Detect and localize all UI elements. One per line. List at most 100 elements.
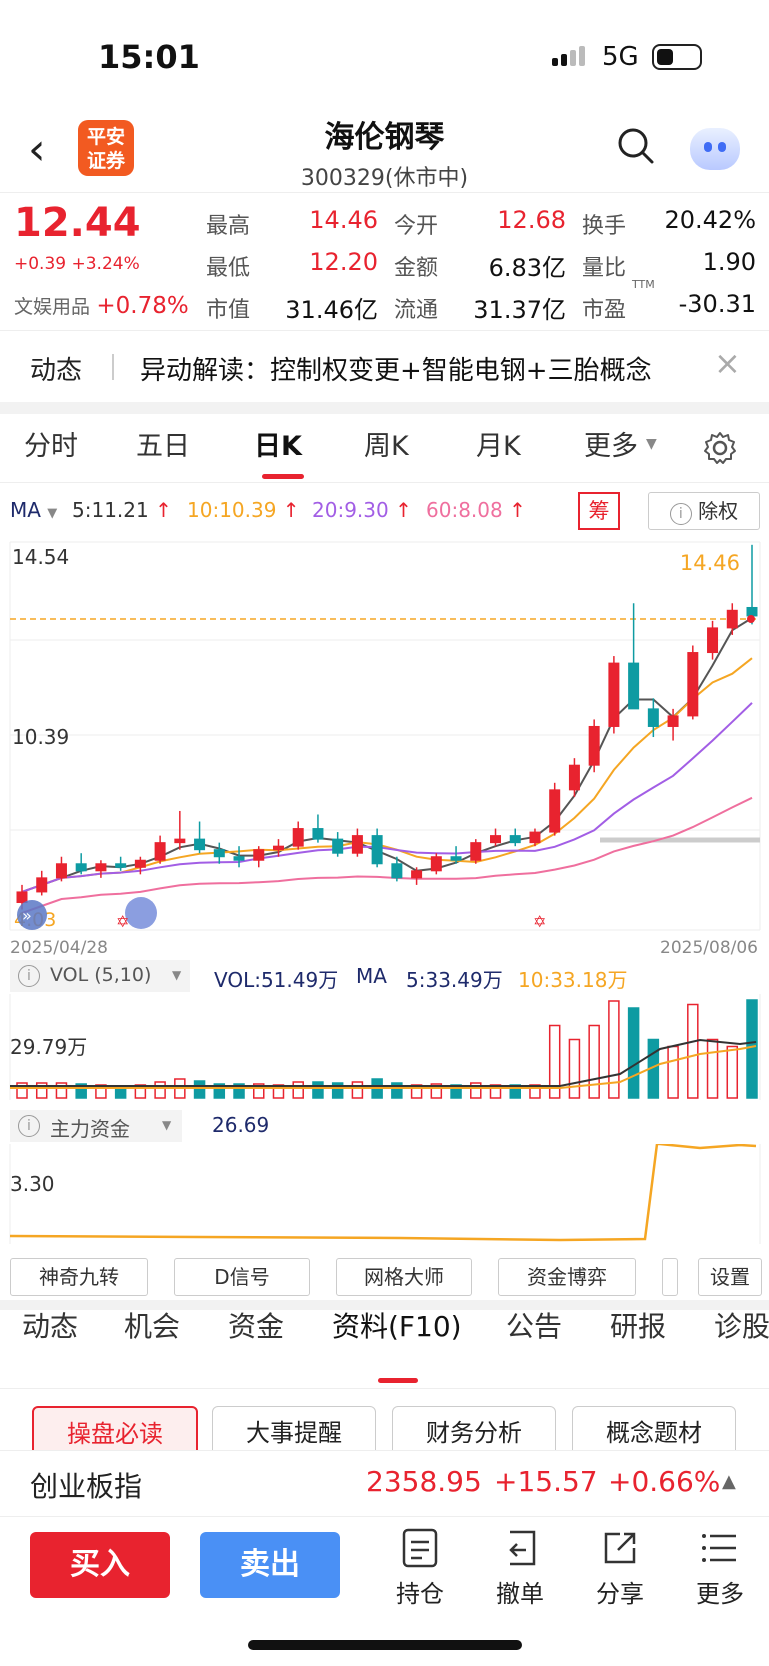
capital-value: 26.69 (212, 1113, 270, 1137)
candle-body (608, 662, 620, 727)
section-tab[interactable]: 研报 (610, 1310, 667, 1343)
close-icon[interactable]: × (714, 344, 741, 382)
sector-row[interactable]: 文娱用品 +0.78% (14, 292, 189, 319)
indicator-chip[interactable]: 设置 (698, 1258, 762, 1296)
candle-body (36, 877, 48, 893)
candle-body (134, 859, 146, 868)
volume-bar (292, 1081, 304, 1099)
capital-y-label: 3.30 (10, 1172, 55, 1196)
quote-value: 20.42% (664, 206, 756, 234)
buy-button[interactable]: 买入 (30, 1532, 170, 1598)
expand-up-icon[interactable]: ▲ (722, 1471, 736, 1492)
indicator-chip[interactable]: 网格大师 (336, 1258, 472, 1296)
cancel-order-button[interactable]: 撤单 (480, 1528, 560, 1609)
stock-name: 海伦钢琴 (324, 120, 445, 155)
section-tab[interactable]: 机会 (124, 1310, 181, 1343)
indicator-chip[interactable]: 资金博弈 (498, 1258, 636, 1296)
index-ticker[interactable]: 创业板指 2358.95 +15.57 +0.66% ▲ (0, 1450, 769, 1517)
ma-selector[interactable]: MA ▼ (10, 498, 57, 522)
ttm-label: TTM (632, 278, 655, 291)
ma10-value: 10:10.39 ↑ (187, 498, 300, 522)
volume-bar (667, 1045, 679, 1099)
news-bar[interactable]: 动态 异动解读：控制权变更+智能电钢+三胎概念 × (0, 330, 769, 402)
candle-body (490, 835, 502, 844)
ex-rights-button[interactable]: i 除权 (648, 492, 760, 530)
active-tab-underline (262, 474, 304, 479)
double-chevron-icon: » (22, 906, 32, 925)
hold-button[interactable]: 持仓 (380, 1528, 460, 1609)
vol-value: VOL:51.49万 (214, 968, 339, 992)
vol-selector[interactable]: i VOL (5,10) ▼ (10, 960, 190, 992)
candle-body (272, 845, 284, 851)
section-tab[interactable]: 动态 (22, 1310, 79, 1343)
period-tab[interactable]: 五日 (136, 431, 190, 462)
candle-body (55, 863, 67, 879)
candle-body (509, 835, 521, 844)
candle-body (391, 863, 403, 879)
vol-ma10: 10:33.18万 (518, 968, 628, 992)
home-indicator (248, 1640, 522, 1650)
ai-assistant-icon[interactable] (690, 128, 740, 170)
section-tab[interactable]: 诊股 (714, 1310, 769, 1343)
index-name: 创业板指 (30, 1470, 143, 1503)
volume-bar (568, 1038, 581, 1099)
ma60-value: 60:8.08 ↑ (426, 498, 526, 522)
ma-lines (21, 617, 753, 915)
status-time: 15:01 (98, 38, 200, 76)
section-tab[interactable]: 资料(F10) (332, 1310, 462, 1343)
indicator-chip-partial[interactable] (662, 1258, 678, 1296)
high-price-label: 14.46 (680, 551, 740, 575)
candle-body (549, 789, 561, 833)
fullscreen-icon[interactable] (125, 897, 157, 929)
candle-body (332, 838, 344, 854)
period-tab[interactable]: 更多 (584, 431, 638, 462)
candle-body (233, 856, 245, 861)
quote-label: 今开 (394, 214, 439, 239)
quote-label: 金额 (394, 256, 439, 281)
candle-body (667, 715, 679, 727)
ex-rights-label: 除权 (698, 499, 739, 523)
volume-bar (351, 1081, 364, 1099)
quote-value: 31.46亿 (285, 296, 378, 324)
volume-bar (430, 1083, 443, 1099)
period-tab[interactable]: 月K (476, 431, 521, 462)
section-tab[interactable]: 公告 (506, 1310, 563, 1343)
more-button[interactable]: 更多 (680, 1528, 760, 1609)
kline-chart[interactable]: 14.54 10.39 14.46 4.03 2025/04/28 2025/0… (0, 540, 769, 960)
undo-order-icon (509, 1530, 536, 1566)
volume-bar (154, 1081, 166, 1099)
vol-y-label: 29.79万 (10, 1035, 87, 1059)
capital-chart[interactable]: 3.30 (0, 1144, 769, 1244)
dropdown-triangle-icon: ▼ (47, 506, 58, 521)
expand-left-icon[interactable] (17, 900, 47, 930)
settings-gear-icon[interactable] (702, 430, 738, 466)
period-tab[interactable]: 分时 (24, 431, 78, 462)
section-tab[interactable]: 资金 (228, 1310, 285, 1343)
broker-logo[interactable]: 平安 证券 (78, 120, 134, 176)
share-button[interactable]: 分享 (580, 1528, 660, 1609)
indicator-chip[interactable]: 神奇九转 (10, 1258, 148, 1296)
candle-body (568, 764, 580, 791)
ma-line (21, 702, 753, 893)
volume-bar (746, 999, 758, 1099)
search-icon[interactable] (616, 126, 656, 166)
capital-selector[interactable]: i 主力资金 ▼ (10, 1110, 182, 1142)
news-divider (112, 354, 114, 380)
candle-body (351, 835, 363, 854)
candle-body (588, 725, 600, 766)
cellular-signal-icon (552, 46, 585, 66)
volume-chart[interactable]: 29.79万 (0, 994, 769, 1100)
volume-bar (588, 1024, 600, 1099)
sector-change: +0.78% (96, 293, 189, 319)
volume-bar (35, 1082, 48, 1099)
period-tab[interactable]: 日K (254, 431, 302, 462)
candle-body (213, 849, 225, 858)
volume-bar (75, 1083, 87, 1099)
back-chevron-icon[interactable]: ‹ (28, 124, 46, 175)
period-tab[interactable]: 周K (364, 431, 409, 462)
logo-text-bottom: 证券 (86, 150, 125, 172)
chips-button[interactable]: 筹 (578, 492, 620, 530)
sell-button[interactable]: 卖出 (200, 1532, 340, 1598)
share-icon (604, 1532, 636, 1564)
indicator-chip[interactable]: D信号 (174, 1258, 310, 1296)
